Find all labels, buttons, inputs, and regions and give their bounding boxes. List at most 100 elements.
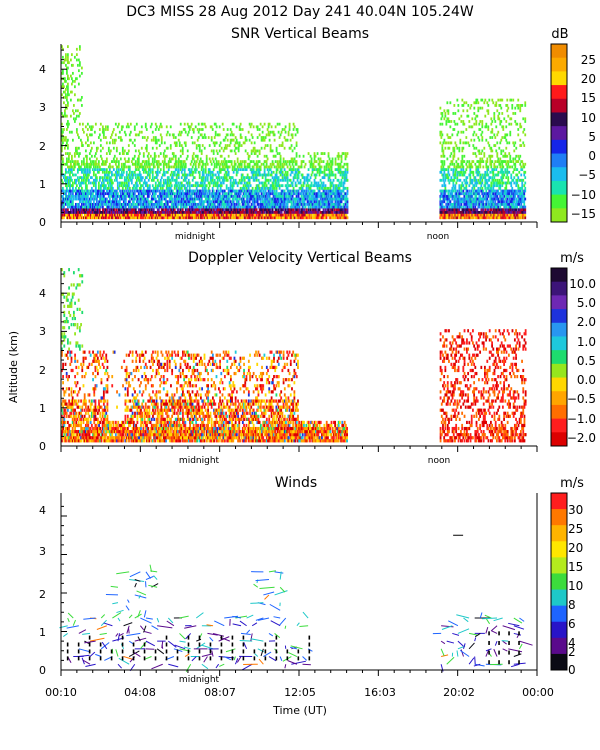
- snr-cell: [322, 160, 325, 163]
- snr-cell: [230, 192, 233, 196]
- snr-cell: [242, 208, 245, 212]
- snr-cell: [276, 178, 279, 182]
- snr-cell: [267, 125, 270, 129]
- snr-cell: [136, 197, 139, 201]
- snr-cell: [94, 184, 97, 188]
- snr-cell: [70, 168, 73, 172]
- snr-cell: [192, 192, 195, 196]
- snr-cell: [61, 186, 64, 190]
- snr-cell: [197, 165, 200, 169]
- snr-cell: [317, 162, 320, 166]
- snr-cell: [322, 200, 325, 204]
- snr-cell: [112, 208, 115, 212]
- snr-cell: [159, 184, 162, 188]
- snr-cell: [264, 160, 267, 163]
- snr-cell: [443, 181, 446, 185]
- snr-cell: [153, 186, 156, 190]
- snr-cell: [221, 202, 224, 206]
- snr-cell: [232, 178, 235, 182]
- snr-cell: [288, 213, 291, 217]
- snr-cell: [78, 112, 81, 115]
- snr-cell: [268, 138, 271, 142]
- snr-cell: [83, 194, 86, 198]
- snr-cell: [89, 192, 92, 196]
- snr-cell: [134, 213, 137, 217]
- snr-cell: [286, 178, 289, 182]
- snr-cell: [177, 192, 180, 196]
- snr-cell: [302, 189, 305, 193]
- snr-cell: [294, 210, 297, 214]
- snr-cell: [85, 202, 88, 206]
- snr-cell: [86, 128, 89, 131]
- snr-cell: [72, 104, 75, 107]
- snr-cell: [128, 216, 131, 220]
- snr-cell: [450, 176, 453, 180]
- snr-cell: [83, 213, 86, 217]
- snr-cell: [99, 184, 102, 188]
- snr-cell: [146, 173, 149, 177]
- snr-cell: [137, 133, 140, 137]
- snr-cell: [230, 160, 233, 163]
- snr-cell: [442, 208, 445, 212]
- snr-cell: [154, 216, 157, 220]
- snr-cell: [297, 176, 300, 180]
- snr-cell: [277, 176, 280, 180]
- snr-cell: [253, 141, 256, 145]
- snr-cell: [104, 162, 107, 166]
- snr-cell: [166, 202, 169, 206]
- snr-cell: [116, 186, 119, 190]
- snr-cell: [274, 200, 277, 204]
- snr-cell: [152, 213, 155, 217]
- snr-cell: [278, 152, 281, 155]
- snr-cell: [65, 200, 68, 204]
- snr-cell: [76, 216, 79, 220]
- snr-cell: [227, 194, 230, 198]
- snr-cell: [345, 213, 348, 217]
- snr-cell: [336, 168, 339, 172]
- snr-cell: [331, 192, 334, 196]
- snr-cell: [287, 208, 290, 212]
- snr-cell: [106, 216, 109, 220]
- snr-cell: [194, 208, 197, 212]
- snr-cell: [109, 189, 112, 193]
- snr-cell: [158, 192, 161, 196]
- snr-cell: [177, 170, 180, 174]
- snr-cell: [160, 200, 163, 204]
- snr-cell: [211, 186, 214, 190]
- snr-cell: [272, 178, 275, 182]
- snr-cell: [212, 173, 215, 177]
- snr-cell: [225, 194, 228, 198]
- snr-cell: [439, 189, 442, 193]
- snr-cell: [311, 165, 314, 169]
- snr-cell: [80, 160, 83, 163]
- snr-cell: [313, 157, 316, 161]
- snr-cell: [74, 205, 77, 209]
- snr-cell: [134, 162, 137, 166]
- snr-cell: [139, 202, 142, 206]
- snr-cell: [86, 122, 89, 126]
- snr-cell: [198, 205, 201, 209]
- snr-cell: [447, 213, 450, 217]
- snr-cell: [239, 168, 242, 172]
- snr-cell: [83, 192, 86, 196]
- snr-cell: [229, 176, 232, 180]
- snr-cell: [270, 173, 273, 177]
- snr-cell: [151, 130, 154, 134]
- snr-cell: [285, 194, 288, 198]
- snr-cell: [127, 213, 130, 217]
- snr-cell: [443, 184, 446, 188]
- snr-cell: [252, 125, 255, 129]
- snr-cell: [281, 194, 284, 198]
- snr-cell: [277, 216, 280, 220]
- snr-cell: [69, 160, 72, 163]
- snr-cell: [339, 210, 342, 214]
- snr-cell: [89, 176, 92, 180]
- snr-cell: [249, 205, 252, 209]
- snr-cell: [270, 165, 273, 169]
- snr-cell: [282, 208, 285, 212]
- snr-cell: [61, 173, 64, 177]
- snr-cell: [327, 194, 330, 198]
- snr-cell: [104, 184, 107, 188]
- snr-cell: [144, 170, 147, 174]
- snr-cell: [346, 189, 349, 193]
